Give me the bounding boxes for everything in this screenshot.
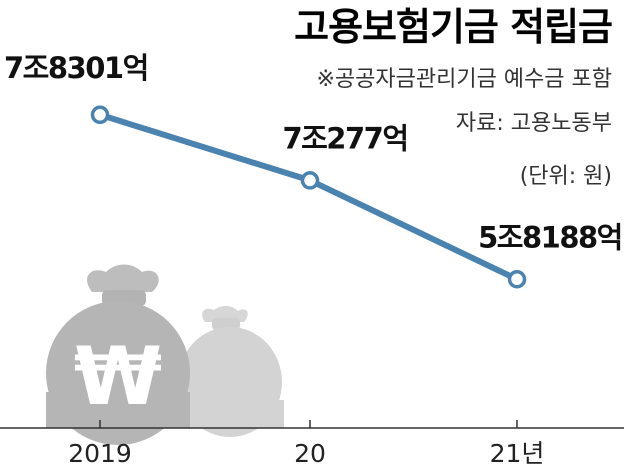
x-tick-label: 21년 (490, 439, 545, 468)
x-tick-label: 20 (294, 439, 326, 468)
data-label: 7조277억 (282, 121, 407, 155)
data-point (300, 171, 320, 190)
x-tick-label: 2019 (68, 439, 132, 468)
source-note: 자료: 고용노동부 (456, 111, 612, 136)
data-label: 5조8188억 (478, 220, 622, 254)
data-point (507, 270, 527, 289)
money-bag-icon: ₩ (46, 264, 284, 445)
won-symbol: ₩ (74, 330, 162, 423)
chart-title: 고용보험기금 적립금 (294, 5, 612, 49)
footnote: ※공공자금관리기금 예수금 포함 (316, 67, 612, 92)
data-label: 7조8301억 (4, 51, 148, 85)
unit-note: (단위: 원) (520, 164, 612, 189)
data-point (90, 105, 110, 125)
